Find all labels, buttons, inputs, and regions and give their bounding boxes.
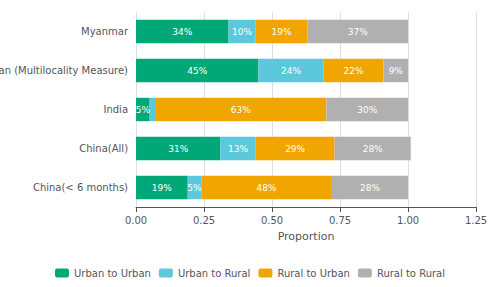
svg-text:19%: 19% (272, 27, 292, 37)
svg-text:19%: 19% (152, 183, 172, 193)
svg-text:Rural to Urban: Rural to Urban (277, 268, 350, 279)
svg-text:India: India (103, 104, 128, 115)
svg-text:10%: 10% (232, 27, 252, 37)
svg-text:0.00: 0.00 (125, 215, 147, 226)
svg-text:Urban to Rural: Urban to Rural (178, 268, 251, 279)
svg-text:30%: 30% (357, 105, 377, 115)
svg-text:Proportion: Proportion (278, 230, 335, 243)
svg-text:28%: 28% (363, 144, 383, 154)
svg-text:0.50: 0.50 (261, 215, 283, 226)
svg-text:0.75: 0.75 (329, 215, 351, 226)
svg-text:5%: 5% (187, 183, 202, 193)
svg-text:63%: 63% (231, 105, 251, 115)
svg-text:1.00: 1.00 (397, 215, 419, 226)
svg-text:48%: 48% (257, 183, 277, 193)
svg-text:31%: 31% (168, 144, 188, 154)
svg-text:Myanmar: Myanmar (81, 26, 129, 37)
svg-text:1.25: 1.25 (465, 215, 487, 226)
svg-text:5%: 5% (136, 105, 151, 115)
svg-text:0.25: 0.25 (193, 215, 215, 226)
svg-text:9%: 9% (389, 66, 404, 76)
svg-text:24%: 24% (281, 66, 301, 76)
svg-text:Rural to Rural: Rural to Rural (377, 268, 445, 279)
svg-text:37%: 37% (348, 27, 368, 37)
svg-text:Urban to Urban: Urban to Urban (74, 268, 151, 279)
svg-text:22%: 22% (344, 66, 364, 76)
svg-text:Iran (Multilocality Measure): Iran (Multilocality Measure) (0, 65, 128, 76)
svg-text:45%: 45% (187, 66, 207, 76)
svg-text:China(All): China(All) (79, 143, 128, 154)
svg-text:China(< 6 months): China(< 6 months) (33, 182, 128, 193)
svg-text:13%: 13% (228, 144, 248, 154)
svg-text:34%: 34% (172, 27, 192, 37)
svg-text:28%: 28% (360, 183, 380, 193)
svg-text:29%: 29% (285, 144, 305, 154)
